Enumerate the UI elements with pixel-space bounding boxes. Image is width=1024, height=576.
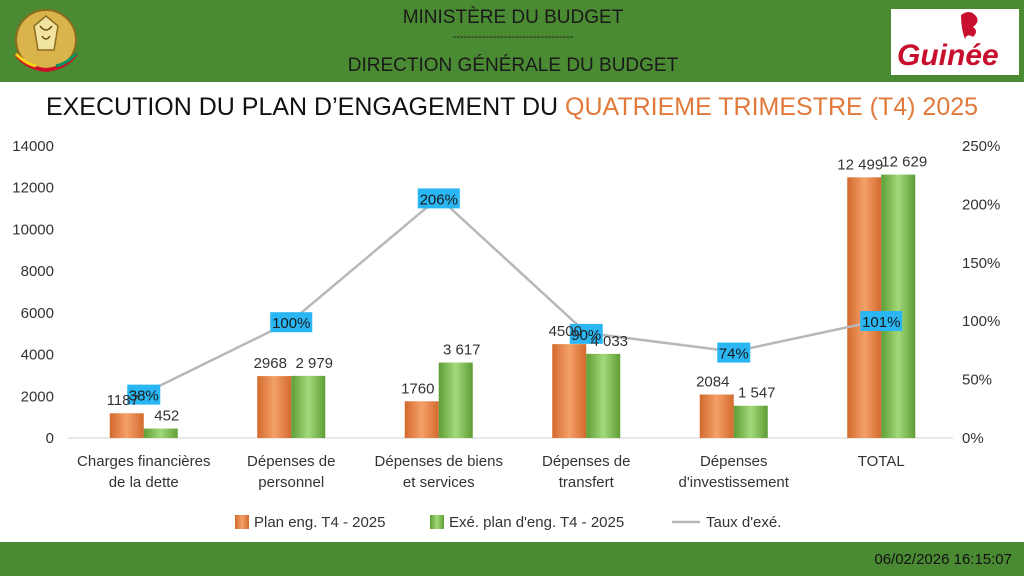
rate-label-bg xyxy=(860,311,903,332)
bar-execution-label: 452 xyxy=(154,408,179,425)
rate-label: 38% xyxy=(129,388,159,405)
title-accent: QUATRIEME TRIMESTRE (T4) 2025 xyxy=(565,93,979,121)
page-title: EXECUTION DU PLAN D’ENGAGEMENT DU QUATRI… xyxy=(0,93,1024,122)
category-label: Charges financières xyxy=(77,453,210,470)
y2-tick-label: 200% xyxy=(962,196,1000,213)
bar-execution-label: 4 033 xyxy=(590,333,628,350)
guinea-coat-of-arms-icon xyxy=(14,9,78,73)
guinee-logo-icon: Guinée xyxy=(897,12,999,72)
direction-title: DIRECTION GÉNÉRALE DU BUDGET xyxy=(347,55,679,76)
bar-execution-label: 2 979 xyxy=(295,355,333,372)
category-label: transfert xyxy=(559,474,615,491)
timestamp: 06/02/2026 16:15:07 xyxy=(874,551,1012,568)
y-tick-label: 10000 xyxy=(12,221,54,238)
rate-label: 206% xyxy=(420,191,458,208)
rate-label: 100% xyxy=(272,315,310,332)
legend-swatch-plan xyxy=(235,515,249,529)
bar-plan xyxy=(257,376,292,438)
chart-rate-line: 38% 100% 206% 90% 74% 101% xyxy=(127,188,903,405)
chart-data-labels: 1187 452 2968 2 979 1760 3 617 4500 4 033 2084 1 … xyxy=(107,154,928,425)
category-label: Dépenses xyxy=(700,453,768,470)
rate-line xyxy=(143,195,882,395)
rate-label-bg xyxy=(417,188,460,209)
header-banner: MINISTÈRE DU BUDGET --------------------… xyxy=(0,0,1024,82)
header-separator: --------------------------------- xyxy=(452,31,574,43)
bar-execution-label: 12 629 xyxy=(881,154,927,171)
chart-axes: 0 2000 4000 6000 8000 10000 12000 14000 0% 50% 100… xyxy=(12,138,1000,447)
bar-execution xyxy=(143,428,178,438)
rate-label-bg xyxy=(127,384,161,405)
rate-label: 101% xyxy=(862,314,900,331)
bar-execution xyxy=(586,353,621,438)
y2-tick-label: 150% xyxy=(962,255,1000,272)
rate-label-bg xyxy=(569,323,603,344)
bar-plan-label: 1187 xyxy=(107,392,139,409)
bar-plan xyxy=(404,401,439,438)
y2-tick-label: 0% xyxy=(962,430,984,447)
bar-plan-label: 4500 xyxy=(549,323,582,340)
category-label: de la dette xyxy=(109,474,179,491)
chart-legend: Plan eng. T4 - 2025 Exé. plan d'eng. T4 -… xyxy=(235,514,781,531)
y-tick-label: 12000 xyxy=(12,180,54,197)
rate-label-bg xyxy=(270,312,313,333)
category-label: Dépenses de biens xyxy=(375,453,503,470)
y-tick-label: 14000 xyxy=(12,138,54,155)
svg-text:Guinée: Guinée xyxy=(897,39,999,72)
y-tick-label: 0 xyxy=(46,430,54,447)
footer-banner: 06/02/2026 16:15:07 xyxy=(0,542,1024,576)
bar-execution xyxy=(438,362,473,438)
bar-plan xyxy=(109,413,144,438)
rate-label: 74% xyxy=(719,346,749,363)
y2-tick-label: 100% xyxy=(962,313,1000,330)
y2-tick-label: 250% xyxy=(962,138,1000,155)
execution-chart: 0 2000 4000 6000 8000 10000 12000 14000 0% 50% 100… xyxy=(12,138,1000,531)
category-label: TOTAL xyxy=(858,453,905,470)
guinee-logo: Guinée xyxy=(891,9,1019,75)
category-label: personnel xyxy=(258,474,324,491)
chart-bars xyxy=(109,174,916,438)
category-label: et services xyxy=(403,474,475,491)
y-tick-label: 2000 xyxy=(21,388,54,405)
y-tick-label: 8000 xyxy=(21,263,54,280)
bar-execution xyxy=(881,174,916,438)
legend-label-execution: Exé. plan d'eng. T4 - 2025 xyxy=(449,514,624,531)
bar-execution xyxy=(291,375,326,438)
bar-execution-label: 1 547 xyxy=(738,385,776,402)
rate-label-bg xyxy=(717,342,751,363)
title-main: EXECUTION DU PLAN D’ENGAGEMENT DU xyxy=(45,93,565,121)
bar-plan xyxy=(847,177,882,438)
y2-tick-label: 50% xyxy=(962,372,992,389)
bar-plan-label: 1760 xyxy=(401,380,434,397)
bar-plan xyxy=(552,344,587,438)
bar-plan-label: 12 499 xyxy=(837,156,883,173)
legend-label-plan: Plan eng. T4 - 2025 xyxy=(254,514,385,531)
bar-plan-label: 2968 xyxy=(254,355,287,372)
bar-execution xyxy=(733,405,768,438)
chart-category-labels: Charges financières de la dette Dépenses d… xyxy=(77,453,905,491)
y-tick-label: 4000 xyxy=(21,347,54,364)
ministry-title: MINISTÈRE DU BUDGET xyxy=(402,7,624,28)
y-tick-label: 6000 xyxy=(21,305,54,322)
bar-plan-label: 2084 xyxy=(696,374,729,391)
bar-plan xyxy=(699,394,734,438)
bar-execution-label: 3 617 xyxy=(443,342,481,359)
category-label: d'investissement xyxy=(679,474,790,491)
category-label: Dépenses de xyxy=(247,453,335,470)
rate-label: 90% xyxy=(571,327,601,344)
legend-label-rate: Taux d'exé. xyxy=(706,514,781,531)
category-label: Dépenses de xyxy=(542,453,630,470)
legend-swatch-execution xyxy=(430,515,444,529)
